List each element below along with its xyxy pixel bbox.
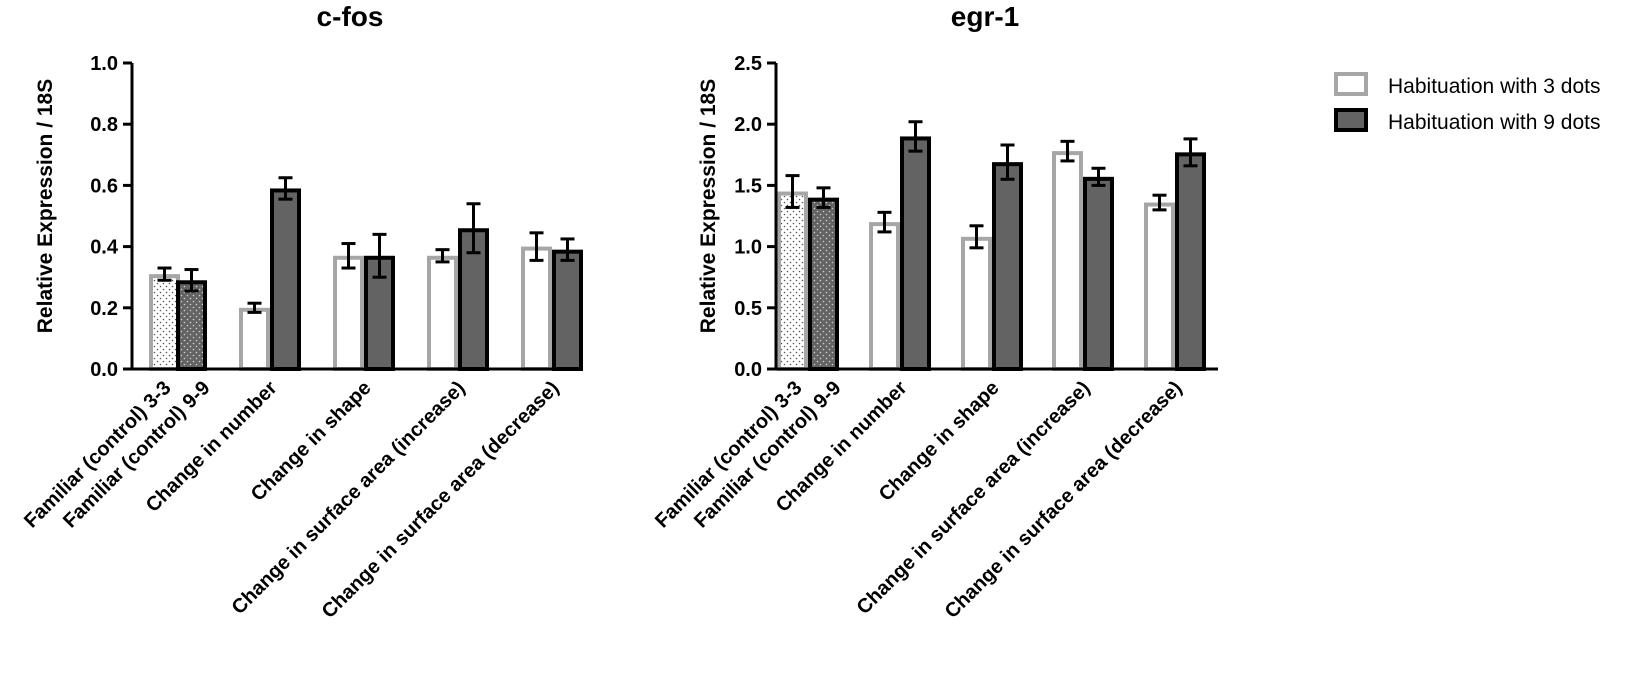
bar [869, 222, 900, 371]
bar [1144, 202, 1175, 371]
y-tick-label: 0.2 [90, 298, 118, 320]
chart-title: egr-1 [951, 1, 1019, 32]
bar [333, 255, 364, 371]
axes [774, 63, 1218, 371]
y-ticks: 0.0 0.5 1.0 1.5 2.0 2.5 [734, 53, 776, 381]
bar [777, 191, 808, 371]
y-tick-label: 2.0 [734, 114, 762, 136]
legend-swatch-3-dots [1334, 72, 1368, 96]
y-tick-label: 0.6 [90, 175, 118, 197]
legend-label-3-dots: Habituation with 3 dots [1388, 75, 1600, 98]
y-tick-label: 2.5 [734, 53, 762, 75]
axes [130, 63, 577, 371]
bar [270, 188, 301, 371]
bar [427, 255, 458, 371]
bars [777, 120, 1206, 371]
bar [1052, 151, 1083, 371]
legend: Habituation with 3 dots Habituation with… [1334, 72, 1600, 134]
bar [992, 162, 1023, 371]
bars [149, 176, 583, 372]
y-tick-label: 0.8 [90, 114, 118, 136]
y-ticks: 0.0 0.2 0.4 0.6 0.8 1.0 [90, 53, 132, 381]
bar [1175, 152, 1206, 371]
y-tick-label: 1.0 [90, 53, 118, 75]
y-tick-label: 0.0 [90, 359, 118, 381]
bar [149, 274, 180, 372]
chart-cfos: c-fos Relative Expression / 18S 0.00.20.… [20, 1, 583, 623]
y-tick-label: 1.5 [734, 175, 762, 197]
bar [1083, 176, 1114, 371]
y-tick-label: 1.0 [734, 237, 762, 259]
chart-egr1: egr-1 Relative Expression / 18S 0.0 0.5 1.… [651, 1, 1218, 623]
y-tick-label: 0.5 [734, 298, 762, 320]
bar [900, 136, 931, 371]
y-axis-label: Relative Expression / 18S [697, 79, 720, 333]
bar [808, 197, 839, 371]
y-tick-label: 0.4 [90, 237, 119, 259]
bar [521, 246, 552, 372]
legend-swatch-9-dots [1334, 108, 1368, 132]
y-tick-label: 0.0 [734, 359, 762, 381]
chart-title: c-fos [317, 1, 384, 32]
legend-label-9-dots: Habituation with 9 dots [1388, 111, 1600, 134]
y-axis-label: Relative Expression / 18S [34, 79, 57, 333]
bar [961, 236, 992, 371]
bar [176, 280, 207, 372]
bar [239, 307, 270, 371]
bar [552, 249, 583, 371]
